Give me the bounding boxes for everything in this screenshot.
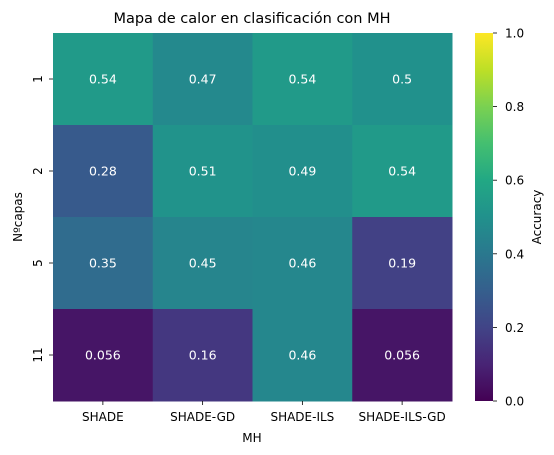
cell-value-label: 0.056	[85, 348, 121, 363]
cell-value-label: 0.54	[388, 164, 416, 179]
colorbar-tick-label: 0.0	[505, 395, 524, 409]
cell-value-label: 0.47	[189, 72, 217, 87]
x-axis-label: MH	[242, 431, 261, 445]
x-tick-label: SHADE	[82, 410, 124, 424]
cell-value-label: 0.16	[189, 348, 217, 363]
y-axis-label: Nºcapas	[11, 192, 25, 242]
x-tick-label: SHADE-ILS-GD	[359, 410, 446, 424]
cell-value-label: 0.35	[89, 256, 117, 271]
colorbar-ticks: 0.0 0.2 0.4 0.6 0.8 1.0	[493, 27, 524, 409]
cell-value-label: 0.46	[288, 348, 316, 363]
cell-value-label: 0.46	[288, 256, 316, 271]
heatmap-cells: 0.54 0.47 0.54 0.5 0.28 0.51 0.49 0.54 0.35 0.45 0…	[53, 33, 453, 402]
cell-value-label: 0.51	[189, 164, 217, 179]
cell-value-label: 0.49	[288, 164, 316, 179]
cell-value-label: 0.54	[288, 72, 316, 87]
colorbar-tick-label: 0.2	[505, 321, 524, 335]
colorbar-tick-label: 0.6	[505, 174, 524, 188]
y-axis-ticks: 1 2 5 11	[31, 75, 53, 362]
cell-value-label: 0.5	[392, 72, 412, 87]
cell-value-label: 0.28	[89, 164, 117, 179]
x-tick-label: SHADE-GD	[170, 410, 235, 424]
chart-title: Mapa de calor en clasificación con MH	[113, 11, 390, 27]
colorbar	[475, 33, 493, 401]
colorbar-label: Accuracy	[530, 190, 544, 245]
x-axis-ticks: SHADE SHADE-GD SHADE-ILS SHADE-ILS-GD	[82, 401, 446, 424]
cell-value-label: 0.056	[384, 348, 420, 363]
colorbar-tick-label: 1.0	[505, 27, 524, 41]
colorbar-tick-label: 0.4	[505, 247, 524, 261]
cell-value-label: 0.45	[189, 256, 217, 271]
colorbar-tick-label: 0.8	[505, 100, 524, 114]
cell-value-label: 0.19	[388, 256, 416, 271]
y-tick-label: 2	[31, 167, 45, 175]
x-tick-label: SHADE-ILS	[270, 410, 334, 424]
cell-value-label: 0.54	[89, 72, 117, 87]
y-tick-label: 11	[31, 347, 45, 362]
y-tick-label: 5	[31, 259, 45, 267]
y-tick-label: 1	[31, 75, 45, 83]
